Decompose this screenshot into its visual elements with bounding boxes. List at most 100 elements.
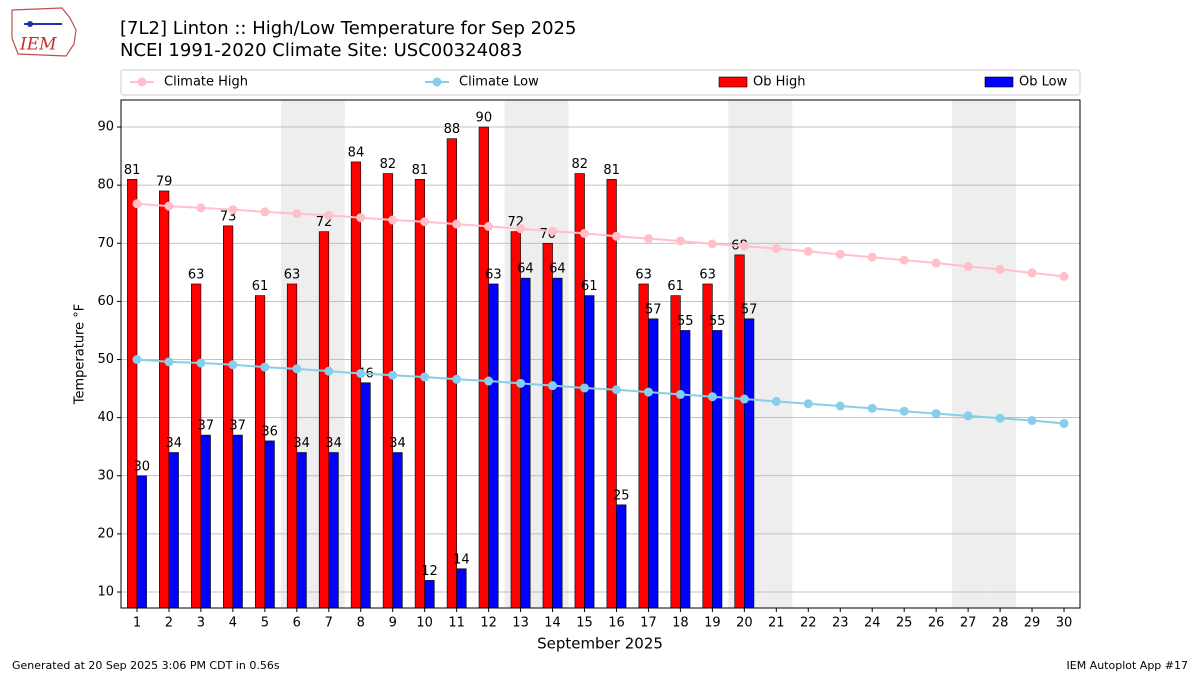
line-point [516, 378, 526, 388]
value-label: 63 [635, 267, 652, 282]
legend-label: Ob High [753, 75, 806, 90]
weekend-shade [760, 100, 793, 608]
legend [120, 69, 1081, 96]
line-point [580, 383, 590, 393]
x-tick-label: 4 [229, 616, 237, 631]
value-label: 55 [709, 314, 726, 329]
bar [616, 504, 627, 609]
line-point [675, 236, 685, 246]
line-point [643, 234, 653, 244]
value-label: 63 [188, 267, 205, 282]
x-tick-label: 26 [928, 616, 945, 631]
bar [478, 126, 489, 609]
value-label: 14 [453, 552, 470, 567]
x-tick-label: 7 [325, 616, 333, 631]
x-tick-label: 8 [357, 616, 365, 631]
line-point [452, 219, 462, 229]
value-label: 61 [581, 279, 598, 294]
y-axis-label: Temperature °F [73, 304, 88, 405]
value-label: 79 [156, 174, 173, 189]
x-tick-label: 13 [512, 616, 529, 631]
line-point [420, 372, 430, 382]
x-tick-label: 9 [389, 616, 397, 631]
bar [360, 382, 371, 609]
value-label: 36 [261, 424, 278, 439]
value-label: 81 [412, 163, 429, 178]
line-point [292, 209, 302, 219]
footer-left: Generated at 20 Sep 2025 3:06 PM CDT in … [12, 659, 280, 672]
x-tick-label: 18 [672, 616, 689, 631]
bar [191, 283, 202, 609]
line-point [516, 224, 526, 234]
value-label: 63 [284, 267, 301, 282]
bar [584, 295, 595, 609]
y-tick-label: 50 [97, 352, 114, 367]
value-label: 37 [229, 419, 246, 434]
bar [350, 161, 362, 609]
bar [382, 173, 394, 609]
bar [638, 283, 649, 609]
bar [127, 179, 138, 609]
line-point [484, 376, 494, 386]
bar [254, 295, 266, 609]
bar [680, 330, 691, 609]
value-label: 37 [197, 419, 214, 434]
line-point [420, 217, 430, 227]
value-label: 63 [485, 267, 502, 282]
x-tick-label: 23 [832, 616, 849, 631]
legend-label: Climate High [164, 75, 248, 90]
value-label: 81 [603, 163, 620, 178]
bar [648, 318, 659, 609]
x-axis-label: September 2025 [537, 635, 663, 653]
line-point [324, 210, 334, 220]
bar [328, 452, 339, 609]
value-label: 34 [165, 436, 182, 451]
line-point [388, 370, 398, 380]
bar [159, 190, 170, 609]
y-tick-label: 40 [97, 410, 114, 425]
bar [552, 277, 563, 609]
line-point [867, 403, 877, 413]
bar [392, 452, 403, 609]
line-point [260, 362, 270, 372]
bar [702, 283, 713, 609]
bar [296, 452, 307, 609]
value-label: 90 [476, 111, 493, 126]
legend-swatch [718, 76, 748, 88]
line-point [899, 255, 909, 265]
value-label: 57 [741, 302, 758, 317]
line-point [611, 231, 621, 241]
bar [200, 434, 211, 609]
line-point [995, 264, 1005, 274]
value-label: 88 [444, 122, 461, 137]
line-point [260, 207, 270, 217]
chart-subtitle: NCEI 1991-2020 Climate Site: USC00324083 [120, 40, 522, 61]
line-point [803, 246, 813, 256]
bar [488, 283, 499, 609]
x-tick-label: 14 [544, 616, 561, 631]
footer-right: IEM Autoplot App #17 [1067, 659, 1189, 672]
x-tick-label: 1 [133, 616, 141, 631]
line-point [643, 387, 653, 397]
bar [168, 452, 179, 609]
line-point [228, 360, 238, 370]
x-tick-label: 17 [640, 616, 657, 631]
plot-frame [120, 99, 1081, 609]
bar [712, 330, 723, 609]
line-point [739, 394, 749, 404]
value-label: 55 [677, 314, 694, 329]
line-point [867, 252, 877, 262]
x-tick-label: 16 [608, 616, 625, 631]
x-tick-label: 19 [704, 616, 721, 631]
line-point [164, 201, 174, 211]
value-label: 64 [517, 262, 534, 277]
x-tick-label: 10 [416, 616, 433, 631]
x-tick-label: 5 [261, 616, 269, 631]
line-point [1027, 268, 1037, 278]
value-label: 84 [348, 145, 365, 160]
line-point [1027, 416, 1037, 426]
bar [744, 318, 755, 609]
line-point [548, 226, 558, 236]
line [136, 202, 1065, 278]
